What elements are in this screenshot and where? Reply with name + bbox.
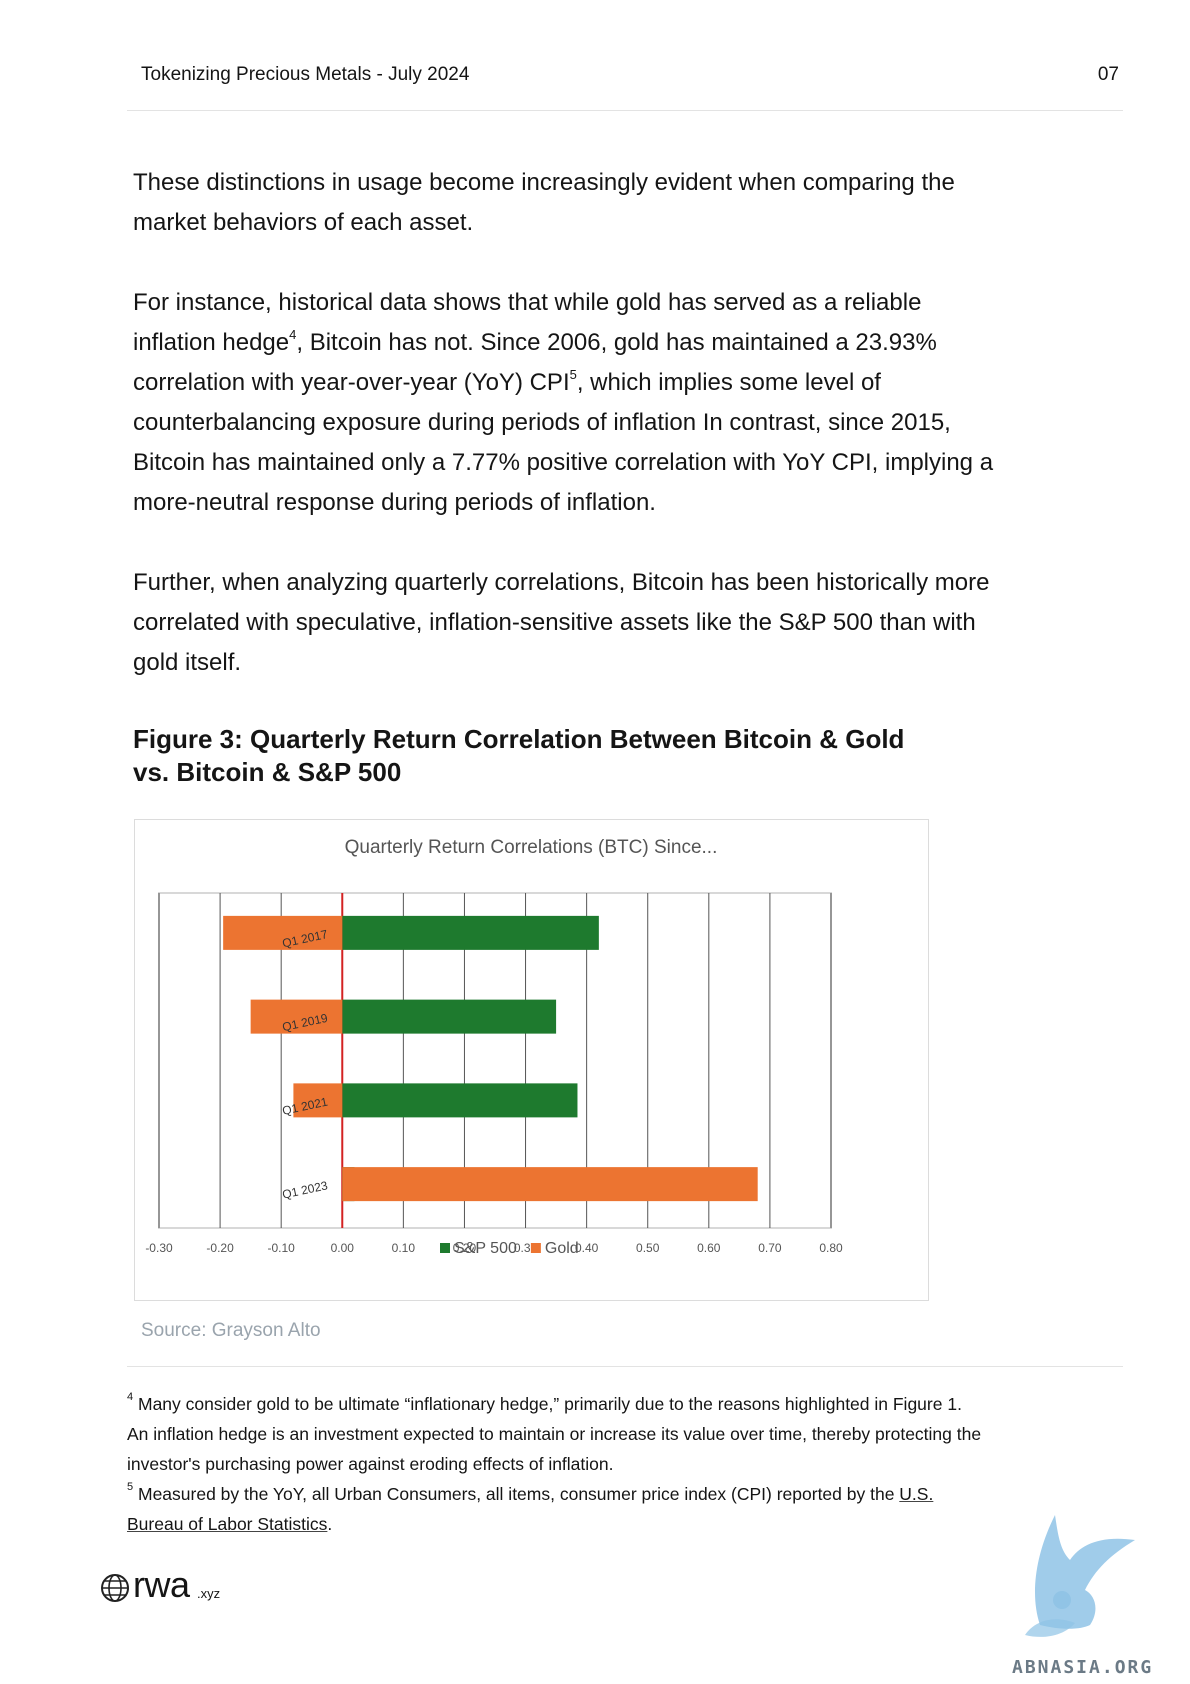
chart-container: Quarterly Return Correlations (BTC) Sinc… xyxy=(134,819,929,1301)
x-tick-label: 0.00 xyxy=(331,1241,355,1255)
x-tick-label: 0.40 xyxy=(575,1241,599,1255)
footnote-5-end: . xyxy=(327,1514,333,1534)
watermark: ABNASIA.ORG xyxy=(1000,1495,1190,1684)
x-tick-label: 0.80 xyxy=(819,1241,843,1255)
figure-title-line-1: Figure 3: Quarterly Return Correlation B… xyxy=(133,724,905,754)
bar-gold xyxy=(293,1083,343,1118)
watermark-text: ABNASIA.ORG xyxy=(1012,1657,1154,1678)
bar-s-p-500 xyxy=(342,1083,578,1118)
legend-label: Gold xyxy=(545,1240,579,1257)
bar-gold xyxy=(223,915,343,950)
figure-title: Figure 3: Quarterly Return Correlation B… xyxy=(133,723,933,789)
brand-suffix: .xyz xyxy=(197,1586,221,1601)
griffin-logo-icon xyxy=(1025,1515,1135,1637)
bls-link[interactable]: U.S. Bureau of Labor Statistics xyxy=(127,1484,934,1534)
footnote-4-number: 4 xyxy=(127,1391,134,1404)
document-title: Tokenizing Precious Metals - July 2024 xyxy=(141,64,470,85)
page-number: 07 xyxy=(1097,64,1119,85)
bar-s-p-500 xyxy=(342,999,557,1034)
footnote-ref-4[interactable]: 4 xyxy=(289,327,297,342)
paragraph-3: Further, when analyzing quarterly correl… xyxy=(133,569,990,676)
x-tick-label: 0.20 xyxy=(453,1241,477,1255)
figure-title-line-2: vs. Bitcoin & S&P 500 xyxy=(133,757,402,787)
bar-gold xyxy=(342,1167,758,1202)
x-tick-label: -0.10 xyxy=(268,1241,296,1255)
footnote-5: 5 Measured by the YoY, all Urban Consume… xyxy=(127,1479,987,1539)
paragraph-1: These distinctions in usage become incre… xyxy=(133,169,955,236)
bar-gold xyxy=(250,999,343,1034)
footnote-4-text: Many consider gold to be ultimate “infla… xyxy=(127,1394,982,1474)
paragraph-2: For instance, historical data shows that… xyxy=(133,283,1003,523)
footnote-divider xyxy=(127,1366,1123,1367)
x-tick-label: 0.60 xyxy=(697,1241,721,1255)
paragraph-2-part-c: , which implies some level of counterbal… xyxy=(133,369,994,516)
paragraph-2-part-a: For instance, historical data shows that… xyxy=(133,289,922,356)
x-tick-label: -0.30 xyxy=(145,1241,173,1255)
legend-label: S&P 500 xyxy=(454,1240,517,1257)
page-header: Tokenizing Precious Metals - July 2024 0… xyxy=(141,64,1119,90)
paragraph-2-part-b: , Bitcoin has not. Since 2006, gold has … xyxy=(133,329,937,396)
legend-swatch xyxy=(440,1243,450,1253)
footnotes: 4 Many consider gold to be ultimate “inf… xyxy=(127,1389,987,1539)
globe-icon xyxy=(101,1574,129,1602)
footnote-4: 4 Many consider gold to be ultimate “inf… xyxy=(127,1389,987,1479)
chart-title: Quarterly Return Correlations (BTC) Sinc… xyxy=(345,837,718,858)
x-tick-label: -0.20 xyxy=(206,1241,234,1255)
x-tick-label: 0.10 xyxy=(392,1241,416,1255)
category-label: Q1 2023 xyxy=(281,1178,329,1201)
x-tick-label: 0.50 xyxy=(636,1241,660,1255)
legend-swatch xyxy=(530,1243,541,1253)
footnote-5-text: Measured by the YoY, all Urban Consumers… xyxy=(138,1484,900,1504)
footnote-ref-5[interactable]: 5 xyxy=(569,367,577,382)
footnote-5-number: 5 xyxy=(127,1481,134,1494)
bar-s-p-500 xyxy=(342,915,599,950)
figure-source: Source: Grayson Alto xyxy=(141,1320,321,1341)
header-divider xyxy=(127,110,1123,111)
x-tick-label: 0.70 xyxy=(758,1241,782,1255)
correlation-chart: Quarterly Return Correlations (BTC) Sinc… xyxy=(145,837,843,1257)
brand-name: rwa xyxy=(133,1564,190,1605)
